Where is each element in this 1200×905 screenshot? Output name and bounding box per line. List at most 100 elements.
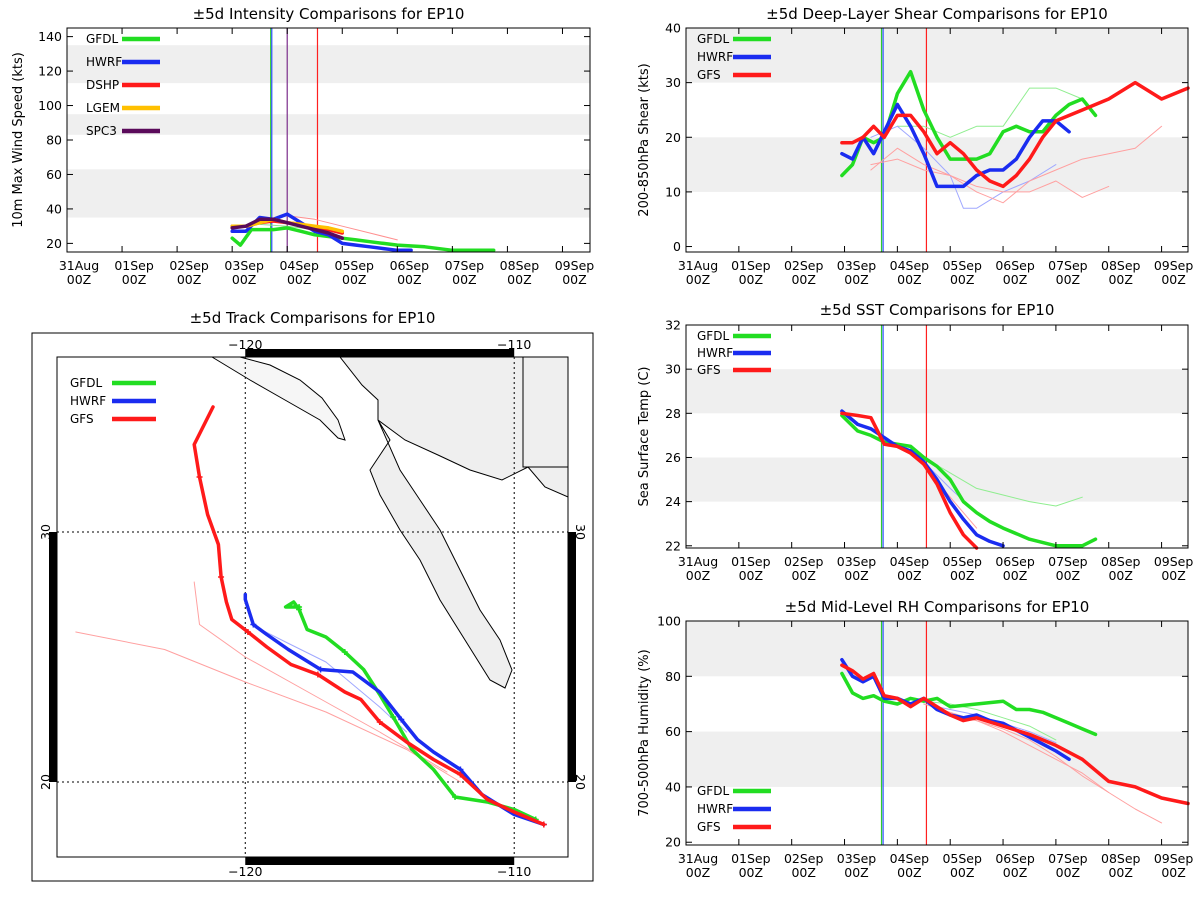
intensity-xtick-label-line: 08Sep: [500, 258, 540, 273]
shear-xtick-label-line: 00Z: [1003, 272, 1027, 287]
sst-xtick-label-line: 02Sep: [784, 554, 824, 569]
sst-series-gfs: [840, 411, 979, 550]
rh-xtick-label: 07Sep 00Z: [1048, 851, 1088, 880]
track-legend: GFDL HWRF GFS: [70, 376, 156, 426]
shear-xtick-label-line: 00Z: [791, 272, 815, 287]
rh-xtick-label-line: 08Sep: [1101, 851, 1141, 866]
intensity-xtick-label: 31Aug 00Z: [59, 258, 99, 287]
intensity-legend-label: LGEM: [86, 101, 120, 115]
intensity-shade-band-0: [67, 169, 590, 218]
rh-xtick-label-line: 00Z: [1003, 865, 1027, 880]
shear-xtick-label-line: 00Z: [897, 272, 921, 287]
track-track-marker-gfs: [376, 719, 383, 725]
rh-legend-label: GFS: [697, 820, 721, 834]
intensity-xtick-label-line: 00Z: [342, 272, 366, 287]
sst-legend-label: HWRF: [697, 346, 733, 360]
rh-ytick-label: 40: [665, 779, 681, 794]
intensity-xtick-label: 09Sep 00Z: [555, 258, 595, 287]
shear-ytick-label: 0: [673, 239, 681, 254]
sst-ytick-label: 24: [665, 494, 681, 509]
intensity-xtick-label-line: 07Sep: [445, 258, 485, 273]
shear-xtick-label-line: 00Z: [844, 272, 868, 287]
shear-ylabel: 200-850hPa Shear (kts): [637, 63, 652, 216]
sst-xtick-label-line: 05Sep: [942, 554, 982, 569]
shear-ytick-label: 20: [665, 130, 681, 145]
intensity-xtick-label: 06Sep 00Z: [390, 258, 430, 287]
track-track-marker-gfs: [218, 574, 225, 580]
rh-legend-label: HWRF: [697, 802, 733, 816]
rh-xtick-label-line: 00Z: [739, 865, 763, 880]
rh-xtick-label: 02Sep 00Z: [784, 851, 824, 880]
sst-xtick-label: 04Sep 00Z: [890, 554, 930, 583]
shear-series-hwrf: [840, 102, 1071, 189]
intensity-ylabel: 10m Max Wind Speed (kts): [11, 52, 26, 228]
intensity-xtick-label: 07Sep 00Z: [445, 258, 485, 287]
sst-ytick-label: 22: [665, 538, 681, 553]
rh-xtick-label: 04Sep 00Z: [890, 851, 930, 880]
rh-xtick-label-line: 06Sep: [995, 851, 1035, 866]
rh-xtick-label: 08Sep 00Z: [1101, 851, 1141, 880]
track-border-bar-right: [568, 532, 576, 782]
sst-xtick-label-line: 31Aug: [678, 554, 718, 569]
intensity-ytick-label: 100: [38, 98, 62, 113]
rh-xtick-label-line: 00Z: [1056, 865, 1080, 880]
sst-xtick-label-line: 01Sep: [731, 554, 771, 569]
rh-xtick-label: 09Sep 00Z: [1154, 851, 1194, 880]
sst-shade-band-1: [686, 369, 1188, 414]
shear-xtick-label-line: 00Z: [950, 272, 974, 287]
track-border-bar-top: [245, 349, 515, 357]
intensity-xtick-label: 02Sep 00Z: [169, 258, 209, 287]
rh-xtick-label-line: 01Sep: [731, 851, 771, 866]
track-border-bar-bottom: [245, 857, 515, 865]
intensity-xtick-label-line: 03Sep: [224, 258, 264, 273]
sst-xtick-label-line: 00Z: [1161, 568, 1185, 583]
intensity-xtick-label: 03Sep 00Z: [224, 258, 264, 287]
sst-xtick-label-line: 09Sep: [1154, 554, 1194, 569]
intensity-shade-band-1: [67, 114, 590, 135]
intensity-xtick-label-line: 00Z: [122, 272, 146, 287]
track-track-marker-gfdl: [341, 649, 348, 655]
rh-axes-frame: [685, 620, 1189, 846]
shear-ytick-label: 40: [665, 21, 681, 36]
intensity-ytick-label: 40: [46, 201, 62, 216]
rh-series-gfdl: [840, 671, 1098, 737]
sst-xtick-label: 03Sep 00Z: [837, 554, 877, 583]
rh-shade-band-1: [686, 621, 1188, 677]
rh-xtick-label-line: 00Z: [1108, 865, 1132, 880]
shear-xtick-label-line: 00Z: [739, 272, 763, 287]
shear-xtick-label: 08Sep 00Z: [1101, 258, 1141, 287]
track-track-marker-hwrf: [250, 621, 257, 628]
intensity-ytick-label: 140: [38, 29, 62, 44]
shear-ytick-label: 30: [665, 75, 681, 90]
rh-ytick-label: 20: [665, 835, 681, 850]
sst-xtick-label-line: 03Sep: [837, 554, 877, 569]
shear-xtick-label: 01Sep 00Z: [731, 258, 771, 287]
track-border-line: [522, 357, 568, 468]
track-track-marker-gfs: [244, 629, 251, 635]
track-track-thin-b: [255, 626, 408, 733]
intensity-legend-label: GFDL: [86, 32, 118, 46]
sst-xtick-label-line: 00Z: [686, 568, 710, 583]
intensity-legend: GFDL HWRF DSHP LGEM SPC3: [86, 32, 160, 138]
rh-title: ±5d Mid-Level RH Comparisons for EP10: [785, 598, 1090, 616]
intensity-title: ±5d Intensity Comparisons for EP10: [193, 5, 465, 23]
shear-legend-label: GFDL: [697, 32, 729, 46]
intensity-ytick-label: 60: [46, 167, 62, 182]
sst-xtick-label: 09Sep 00Z: [1154, 554, 1194, 583]
shear-xtick-label-line: 31Aug: [678, 258, 718, 273]
shear-legend: GFDL HWRF GFS: [697, 32, 771, 82]
intensity-xtick-label-line: 00Z: [232, 272, 256, 287]
shear-xtick-label: 02Sep 00Z: [784, 258, 824, 287]
sst-legend: GFDL HWRF GFS: [697, 329, 771, 377]
track-lat-label-left: 20: [38, 774, 53, 790]
track-legend-label: HWRF: [70, 394, 106, 408]
intensity-xtick-label-line: 06Sep: [390, 258, 430, 273]
sst-xtick-label-line: 00Z: [1003, 568, 1027, 583]
track-track-marker-gfs: [540, 821, 547, 828]
track-lon-label-top: −110: [497, 337, 531, 352]
rh-xtick-label-line: 05Sep: [942, 851, 982, 866]
sst-xtick-label-line: 07Sep: [1048, 554, 1088, 569]
sst-xtick-label-line: 00Z: [739, 568, 763, 583]
intensity-xtick-label-line: 04Sep: [279, 258, 319, 273]
